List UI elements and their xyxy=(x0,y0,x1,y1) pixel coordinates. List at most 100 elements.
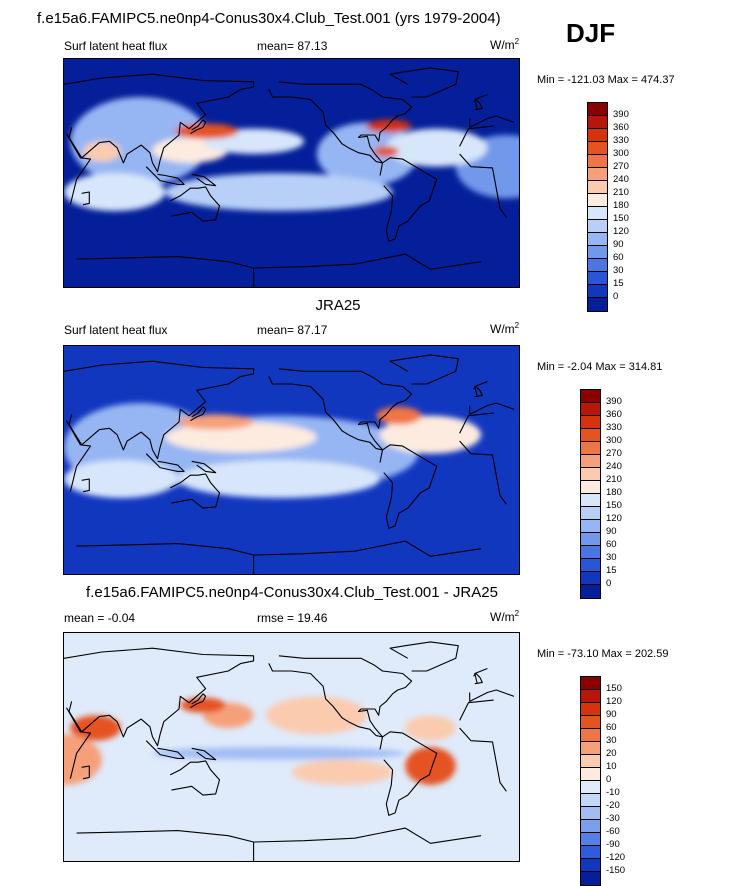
colorbar-swatch xyxy=(588,194,607,207)
colorbar-tick-label: -30 xyxy=(606,813,620,824)
colorbar-swatch xyxy=(581,494,600,507)
colorbar-tick-label: 270 xyxy=(613,161,629,172)
colorbar-swatch xyxy=(581,768,600,781)
colorbar-swatch xyxy=(588,168,607,181)
colorbar-tick-label: 150 xyxy=(606,683,622,694)
field-blob-7 xyxy=(376,406,422,425)
colorbar-swatch xyxy=(581,716,600,729)
colorbar-tick-label: 30 xyxy=(606,552,617,563)
colorbar-tick-label: 150 xyxy=(606,500,622,511)
coastline-north-america xyxy=(268,655,413,738)
colorbar-tick-label: 15 xyxy=(613,278,624,289)
colorbar-swatch xyxy=(581,559,600,572)
field-blob-1 xyxy=(316,122,418,186)
colorbar-swatch xyxy=(581,455,600,468)
colorbar-tick-label: -150 xyxy=(606,865,626,876)
colorbar-swatch xyxy=(588,155,607,168)
coastline-uk xyxy=(473,672,483,685)
field-blob-11 xyxy=(373,146,399,157)
colorbar-swatch xyxy=(581,390,600,403)
colorbar-tick-label: 10 xyxy=(606,761,617,772)
panel-obs-units: W/m2 xyxy=(490,321,520,336)
colorbar-swatch xyxy=(581,729,600,742)
colorbar-tick-label: 270 xyxy=(606,448,622,459)
panel-diff-units: W/m2 xyxy=(490,609,520,624)
colorbar-swatch xyxy=(588,207,607,220)
colorbar-swatch xyxy=(581,533,600,546)
coastline-new-guinea xyxy=(191,460,217,474)
coastline-greenland xyxy=(389,354,459,385)
panel-model-field-label: Surf latent heat flux xyxy=(64,39,168,53)
colorbar-swatch xyxy=(588,116,607,129)
colorbar-swatch xyxy=(581,416,600,429)
colorbar-swatch xyxy=(581,468,600,481)
colorbar-tick-label: 90 xyxy=(606,526,617,537)
colorbar-tick-label: 15 xyxy=(606,565,617,576)
colorbar-tick-label: 90 xyxy=(606,709,617,720)
coastline-uk xyxy=(473,385,483,398)
coastline-madagascar xyxy=(81,478,90,493)
colorbar-tick-label: -90 xyxy=(606,839,620,850)
field-blob-4 xyxy=(180,697,226,713)
coastline-japan xyxy=(190,406,207,422)
colorbar-tick-label: 360 xyxy=(606,409,622,420)
colorbar-swatch xyxy=(581,585,600,598)
colorbar-swatch xyxy=(581,703,600,716)
colorbar-swatch xyxy=(588,285,607,298)
colorbar-swatch xyxy=(581,546,600,559)
colorbar-swatch xyxy=(581,833,600,846)
panel-model-mean-label: mean= 87.13 xyxy=(257,39,328,53)
colorbar-tick-label: 60 xyxy=(613,252,624,263)
field-blob-10 xyxy=(366,119,412,133)
colorbar-swatch xyxy=(588,259,607,272)
coastline-japan xyxy=(190,693,207,709)
colorbar-tick-label: 120 xyxy=(606,513,622,524)
colorbar-swatch xyxy=(581,677,600,690)
colorbar-tick-label: 120 xyxy=(613,226,629,237)
colorbar-swatch xyxy=(581,846,600,859)
map-background xyxy=(64,633,519,861)
colorbar-diff xyxy=(580,676,601,886)
coastline-australia xyxy=(169,186,221,222)
colorbar-tick-label: 0 xyxy=(606,774,612,785)
colorbar-swatch xyxy=(581,572,600,585)
panel-diff-title: f.e15a6.FAMIPC5.ne0np4-Conus30x4.Club_Te… xyxy=(86,584,498,601)
colorbar-swatch xyxy=(581,742,600,755)
coastline-south-america xyxy=(379,444,438,529)
colorbar-swatch xyxy=(588,103,607,116)
coastline-eurasia xyxy=(64,647,515,747)
colorbar-tick-label: -120 xyxy=(606,852,626,863)
colorbar-model xyxy=(587,102,608,312)
coastline-australia xyxy=(169,760,221,796)
colorbar-tick-label: -20 xyxy=(606,800,620,811)
colorbar-swatch xyxy=(581,429,600,442)
map-diff xyxy=(63,632,520,862)
colorbar-swatch xyxy=(581,507,600,520)
panel-obs-mean-label: mean= 87.17 xyxy=(257,323,328,337)
coastline-indonesia xyxy=(145,740,185,759)
field-blob-4 xyxy=(165,422,317,453)
map-obs xyxy=(63,345,520,575)
panel-obs-field-label: Surf latent heat flux xyxy=(64,323,168,337)
field-blob-7 xyxy=(64,734,102,785)
coastline-uk xyxy=(473,98,483,111)
panel-obs-minmax: Min = -2.04 Max = 314.81 xyxy=(537,361,663,373)
panel-diff-mean-label: mean = -0.04 xyxy=(64,611,136,625)
colorbar-tick-label: 60 xyxy=(606,722,617,733)
coastline-madagascar xyxy=(81,191,90,206)
coastlines xyxy=(64,67,515,287)
colorbar-swatch xyxy=(581,781,600,794)
colorbar-tick-label: 90 xyxy=(613,239,624,250)
colorbar-swatch xyxy=(581,403,600,416)
field-blob-2 xyxy=(405,715,456,741)
coastline-eurasia xyxy=(64,73,515,173)
colorbar-tick-label: 180 xyxy=(613,200,629,211)
colorbar-tick-label: 20 xyxy=(606,748,617,759)
coastline-new-guinea xyxy=(191,173,217,187)
coastline-greenland xyxy=(389,67,459,98)
colorbar-swatch xyxy=(581,520,600,533)
field-blob-8 xyxy=(82,141,121,162)
colorbar-tick-label: 30 xyxy=(606,735,617,746)
colorbar-swatch xyxy=(588,129,607,142)
field-blob-8 xyxy=(291,759,393,785)
